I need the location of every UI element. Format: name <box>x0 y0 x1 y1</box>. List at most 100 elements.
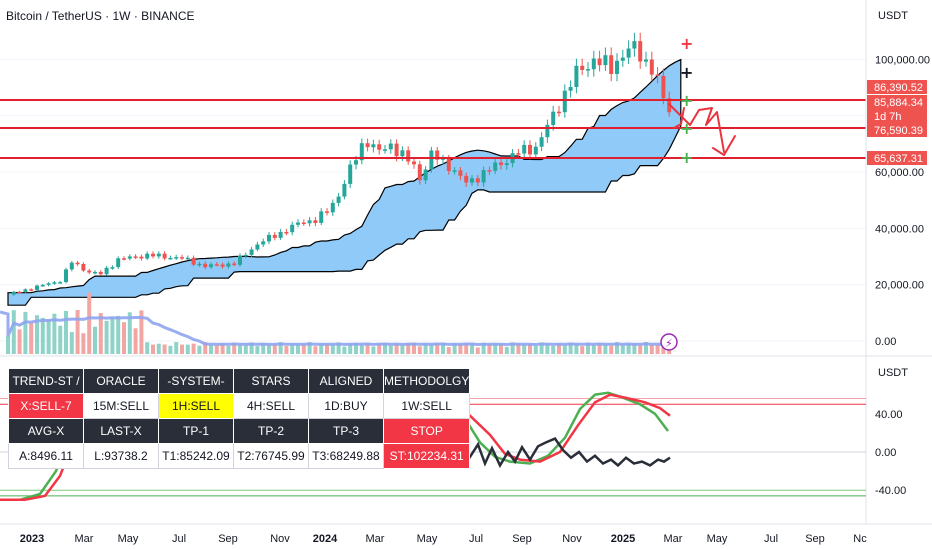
candle-body <box>191 257 196 265</box>
plus-marker-black: + <box>680 63 693 82</box>
volume-bar <box>417 346 422 354</box>
candle-body <box>568 87 573 91</box>
volume-bar <box>412 342 416 354</box>
candle-body <box>342 183 347 197</box>
volume-bar <box>609 345 614 354</box>
time-tick-label: May <box>118 533 139 545</box>
cell-tp2-value: T2:76745.99 <box>233 443 309 469</box>
price-labels: 86,390.52 85,884.34 1d 7h 76,590.39 65,637.3… <box>867 80 927 165</box>
time-tick-label: 2023 <box>20 533 44 545</box>
candle-body <box>371 144 376 148</box>
price-label-text: 76,590.39 <box>874 125 923 137</box>
osc-axis-currency[interactable]: USDT <box>878 367 908 379</box>
lightning-glyph: ⚡ <box>665 337 673 350</box>
volume-bar <box>470 343 474 354</box>
candle-body <box>139 256 144 259</box>
price-tick-label: 100,000.00 <box>875 55 930 67</box>
projection-arrows <box>668 103 736 156</box>
volume-bar <box>313 346 318 354</box>
candle-body <box>272 234 277 238</box>
volume-bar <box>232 342 237 354</box>
volume-bar <box>272 344 277 354</box>
volume-bar <box>127 312 132 354</box>
candle-body <box>586 69 590 71</box>
price-label-text: 86,390.52 <box>874 82 923 94</box>
candle-body <box>528 144 532 155</box>
volume-bar <box>296 344 300 354</box>
candle-body <box>580 65 585 70</box>
volume-bar <box>180 344 184 354</box>
cell-15m: 15M:SELL <box>83 393 159 419</box>
candle-body <box>75 262 80 265</box>
lightning-icon[interactable] <box>660 333 678 351</box>
time-tick-label: Nov <box>270 533 290 545</box>
candle-body <box>475 178 480 183</box>
cell-tp1-value: T1:85242.09 <box>158 443 234 469</box>
oscillator-axis[interactable]: 40.00 0.00 -40.00 <box>875 409 906 497</box>
volume-bar <box>516 343 521 354</box>
candle-body <box>551 111 556 125</box>
plus-marker-red: + <box>680 34 693 53</box>
candle-body <box>290 224 295 233</box>
candle-body <box>330 202 335 213</box>
candle-body <box>156 253 161 257</box>
candle-body <box>23 289 28 292</box>
candle-body <box>522 144 527 154</box>
price-tick-label: 60,000.00 <box>875 167 924 179</box>
volume-bar <box>301 344 306 354</box>
candle-body <box>435 150 440 160</box>
candle-body <box>46 283 51 285</box>
volume-bar <box>290 343 295 354</box>
time-tick-label: May <box>707 533 728 545</box>
volume-bar <box>458 344 463 354</box>
time-axis[interactable]: 2023 Mar May Jul Sep Nov 2024 Mar May Jul Sep Nov 20… <box>20 533 867 545</box>
candle-body <box>232 263 237 265</box>
main-axis-currency[interactable]: USDT <box>878 10 908 22</box>
candle-body <box>394 143 399 157</box>
volume-bar <box>81 333 86 354</box>
volume-bar <box>359 344 364 354</box>
signal-values-row: X:SELL-7 15M:SELL 1H:SELL 4H:SELL 1D:BUY… <box>8 393 471 419</box>
volume-bar <box>626 343 631 354</box>
time-tick-label: Nc <box>853 533 867 545</box>
volume-bar <box>185 344 190 354</box>
candle-body <box>40 284 45 287</box>
candle-body <box>145 253 150 259</box>
volume-bar <box>400 345 405 354</box>
candle-body <box>87 270 92 273</box>
volume-bar <box>510 342 515 354</box>
candle-body <box>325 211 329 213</box>
price-tick-label: 40,000.00 <box>875 223 924 235</box>
candle-body <box>35 285 39 291</box>
cell-aligned: ALIGNED <box>308 368 384 394</box>
volume-bar <box>365 342 370 354</box>
volume-bar <box>632 344 637 354</box>
volume-bar <box>255 346 260 354</box>
candle-body <box>110 267 115 269</box>
candle-body <box>487 170 492 172</box>
volume-bar <box>330 344 335 354</box>
candle-body <box>620 57 625 61</box>
volume-bar <box>87 292 92 354</box>
volume-bar <box>377 343 382 354</box>
time-tick-label: Mar <box>366 533 385 545</box>
candle-body <box>313 220 318 223</box>
volume-bar <box>267 345 271 354</box>
candle-body <box>348 164 353 184</box>
volume-bar <box>145 342 150 354</box>
candle-body <box>220 264 225 267</box>
volume-bar <box>342 346 347 354</box>
volume-bar <box>17 329 22 354</box>
cell-tp2: TP-2 <box>233 418 309 444</box>
volume-bar <box>156 343 161 354</box>
volume-bar <box>23 311 28 354</box>
volume-bar <box>191 343 196 354</box>
volume-bar <box>504 346 509 354</box>
cell-avg-x: AVG-X <box>8 418 84 444</box>
volume-bar <box>52 313 57 354</box>
volume-bar <box>64 311 68 354</box>
candle-body <box>243 254 248 257</box>
time-tick-label: Mar <box>664 533 683 545</box>
volume-bar <box>238 345 242 354</box>
